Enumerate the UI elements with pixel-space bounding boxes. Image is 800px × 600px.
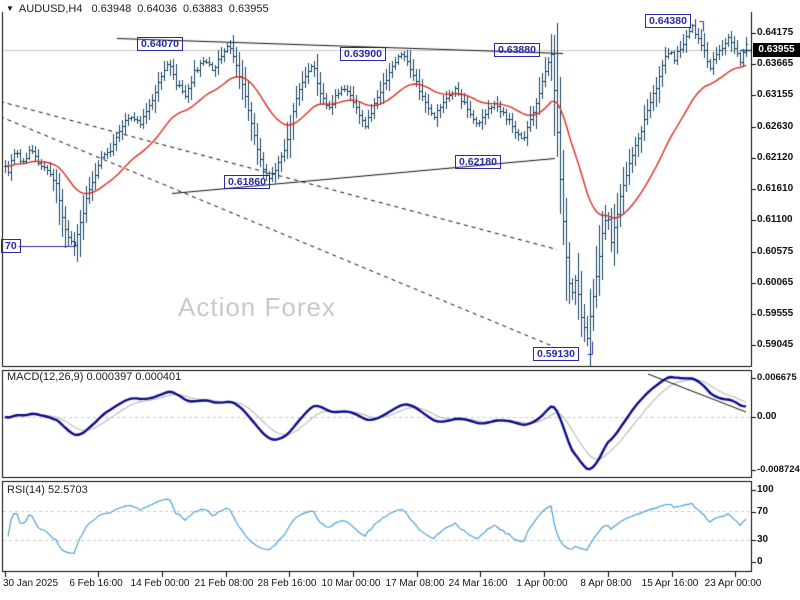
time-axis-label: 21 Feb 08:00 — [194, 578, 254, 589]
chart-title: ▼ AUDUSD,H4 0.63948 0.64036 0.63883 0.63955 — [6, 3, 275, 15]
price-axis-label: 0.59045 — [757, 339, 794, 350]
price-level-label[interactable]: 0.62180 — [455, 155, 501, 169]
price-level-label[interactable]: 0.59130 — [533, 347, 579, 361]
macd-indicator-label: MACD(12,26,9) 0.000397 0.000401 — [7, 371, 182, 383]
price-level-label[interactable]: 0.63900 — [340, 47, 386, 61]
price-axis-label: 0.62630 — [757, 121, 794, 132]
price-axis-label: 0.60575 — [757, 246, 794, 257]
time-axis-label: 23 Apr 00:00 — [704, 578, 762, 589]
price-level-label[interactable]: 0.61860 — [224, 175, 270, 189]
ohlc-open: 0.63948 — [91, 3, 132, 15]
time-axis-label: 30 Jan 2025 — [3, 578, 59, 589]
ohlc-close: 0.63955 — [228, 3, 269, 15]
price-axis-label: 0.64175 — [757, 27, 794, 38]
rsi-axis-label: 0 — [757, 556, 763, 567]
price-axis-label: 0.61610 — [757, 183, 794, 194]
watermark: Action Forex — [178, 292, 336, 322]
price-axis-label: 0.63155 — [757, 89, 794, 100]
ohlc-high: 0.64036 — [137, 3, 178, 15]
price-axis-label: 0.60065 — [757, 277, 794, 288]
time-axis-label: 24 Mar 16:00 — [448, 578, 508, 589]
time-axis-label: 15 Apr 16:00 — [641, 578, 699, 589]
current-price-badge: 0.63955 — [753, 43, 800, 57]
time-axis-label: 6 Feb 16:00 — [69, 578, 123, 589]
ohlc-toggle-arrow-icon[interactable]: ▼ — [6, 4, 14, 13]
symbol-timeframe: AUDUSD,H4 — [18, 3, 83, 15]
time-axis-label: 14 Feb 00:00 — [130, 578, 190, 589]
time-axis-label: 1 Apr 00:00 — [516, 578, 568, 589]
macd-axis-label: -0.008724 — [757, 464, 800, 475]
rsi-axis-label: 30 — [757, 534, 769, 545]
time-axis-label: 10 Mar 00:00 — [321, 578, 381, 589]
price-axis-label: 0.62120 — [757, 152, 794, 163]
price-axis-label: 0.59555 — [757, 308, 794, 319]
price-level-label[interactable]: 70 — [1, 239, 21, 253]
time-axis-label: 17 Mar 08:00 — [385, 578, 445, 589]
price-level-label[interactable]: 0.64070 — [137, 37, 183, 51]
time-axis-label: 28 Feb 16:00 — [257, 578, 317, 589]
ohlc-low: 0.63883 — [183, 3, 223, 15]
price-level-label[interactable]: 0.64380 — [645, 14, 691, 28]
price-axis-label: 0.63665 — [757, 58, 794, 69]
rsi-axis-label: 100 — [757, 484, 774, 495]
time-axis-label: 8 Apr 08:00 — [580, 578, 632, 589]
macd-axis-label: 0.00 — [757, 411, 777, 422]
macd-axis-label: 0.006675 — [757, 372, 797, 383]
price-axis-label: 0.61100 — [757, 214, 793, 225]
rsi-indicator-label: RSI(14) 52.5703 — [7, 484, 88, 496]
price-level-label[interactable]: 0.63880 — [494, 43, 540, 57]
rsi-axis-label: 70 — [757, 506, 769, 517]
